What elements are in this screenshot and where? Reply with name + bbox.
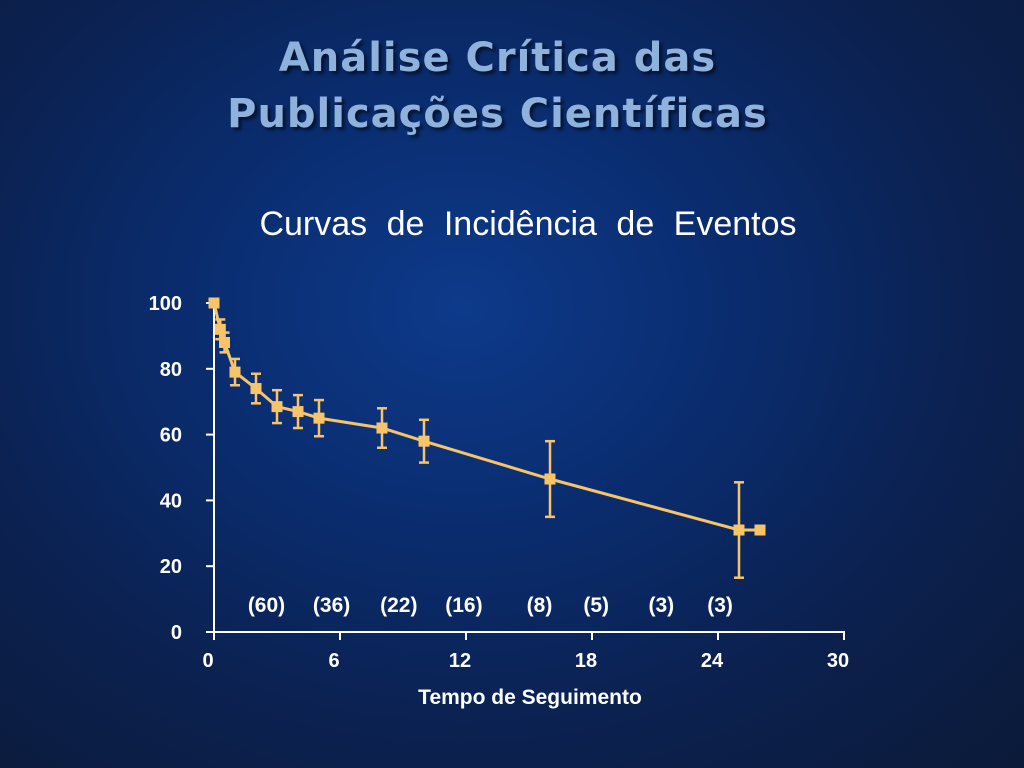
data-point	[214, 323, 226, 335]
at-risk-label: (22)	[380, 594, 417, 617]
y-tick-label: 80	[160, 359, 182, 381]
data-point	[754, 524, 766, 536]
chart-title: Curvas de Incidência de Eventos	[259, 205, 797, 243]
y-tick-label: 60	[160, 425, 182, 447]
x-tick-label: 0	[202, 650, 213, 672]
y-tick-label: 20	[160, 556, 182, 578]
y-tick-label: 40	[160, 490, 182, 512]
x-tick-label: 30	[827, 650, 849, 672]
at-risk-label: (36)	[313, 594, 350, 617]
y-tick-label: 0	[171, 622, 182, 644]
slide-title-line2: Publicações Científicas	[227, 91, 768, 137]
data-point	[418, 435, 430, 447]
chart-at-risk-labels: (60) (36) (22) (16) (8) (5) (3) (3)	[248, 594, 733, 617]
y-tick-label: 100	[149, 293, 182, 315]
data-point	[208, 297, 220, 309]
data-point	[271, 401, 283, 413]
data-point	[250, 383, 262, 395]
at-risk-label: (8)	[527, 594, 553, 617]
x-tick-label: 18	[575, 650, 597, 672]
data-point	[733, 524, 745, 536]
data-point	[376, 422, 388, 434]
slide-title: Análise Crítica das Publicações Científi…	[0, 30, 995, 142]
data-point	[292, 406, 304, 418]
at-risk-label: (60)	[248, 594, 285, 617]
data-point	[229, 366, 241, 378]
at-risk-label: (3)	[707, 594, 733, 617]
data-point	[544, 473, 556, 485]
data-point	[313, 412, 325, 424]
data-point	[219, 336, 230, 348]
x-tick-label: 12	[449, 650, 471, 672]
at-risk-label: (3)	[648, 594, 674, 617]
at-risk-label: (16)	[445, 594, 482, 617]
x-tick-label: 6	[328, 650, 339, 672]
x-axis-label: Tempo de Seguimento	[418, 686, 642, 709]
chart-axes: 0 20 40 60 80 100 0 6 12 18 24 30	[149, 293, 850, 672]
at-risk-label: (5)	[583, 594, 609, 617]
chart-series	[208, 297, 766, 579]
x-tick-label: 24	[701, 650, 724, 672]
slide-title-line1: Análise Crítica das	[278, 35, 717, 81]
